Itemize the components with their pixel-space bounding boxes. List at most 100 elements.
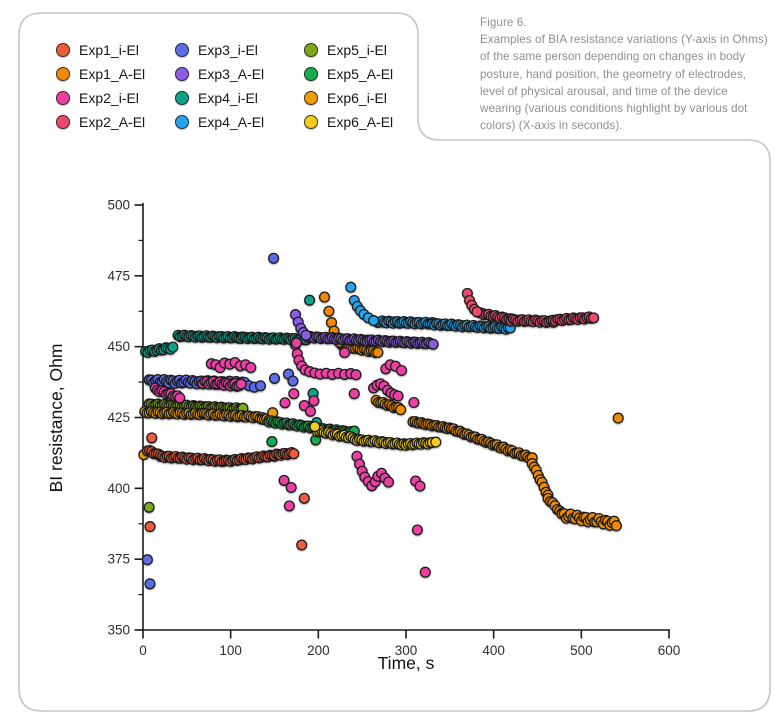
scatter-point <box>268 372 281 384</box>
legend-item-exp2_i: Exp2_i-El <box>56 90 175 106</box>
legend-swatch-exp2_a <box>56 115 70 129</box>
scatter-point <box>146 432 158 444</box>
legend-item-exp1_i: Exp1_i-El <box>56 42 175 58</box>
scatter-point <box>427 338 439 350</box>
scatter-point <box>268 252 280 264</box>
scatter-point <box>298 492 310 504</box>
legend-label: Exp5_A-El <box>327 66 394 82</box>
legend-label: Exp3_i-El <box>198 42 258 58</box>
y-tick-label: 500 <box>107 198 130 213</box>
scatter-point <box>167 341 179 353</box>
scatter-point <box>471 306 483 318</box>
scatter-point <box>288 448 300 460</box>
series-exp2_i <box>149 337 431 578</box>
legend-label: Exp4_i-El <box>198 90 258 106</box>
legend-item-exp2_a: Exp2_A-El <box>56 114 175 130</box>
scatter-point <box>235 378 247 390</box>
series-exp4_i <box>140 294 323 429</box>
scatter-point <box>141 554 153 566</box>
legend-label: Exp6_A-El <box>327 114 394 130</box>
scatter-point <box>290 337 302 349</box>
legend-item-exp1_a: Exp1_A-El <box>56 66 175 82</box>
scatter-point <box>588 312 600 324</box>
legend-item-exp5_a: Exp5_A-El <box>304 66 434 82</box>
scatter-point <box>348 388 360 400</box>
scatter-point <box>285 481 297 494</box>
scatter-point <box>287 375 299 387</box>
scatter-point <box>283 500 295 512</box>
legend-item-exp6_a: Exp6_A-El <box>304 114 434 130</box>
legend-swatch-exp1_i <box>56 43 70 57</box>
scatter-point <box>309 421 321 433</box>
scatter-point <box>308 395 320 407</box>
scatter-point <box>278 474 290 486</box>
scatter-point <box>323 305 335 317</box>
figure-caption: Figure 6. Examples of BIA resistance var… <box>480 14 772 134</box>
caption-title: Figure 6. <box>480 16 527 29</box>
scatter-point <box>612 412 624 424</box>
legend-swatch-exp4_a <box>175 115 189 129</box>
scatter-point <box>266 436 278 448</box>
scatter-point <box>144 578 156 590</box>
series-exp3_a <box>289 309 439 350</box>
scatter-point <box>143 501 155 513</box>
series-exp1_i <box>141 432 310 551</box>
chart-legend: Exp1_i-El Exp1_A-El Exp2_i-El Exp2_A-El Exp3… <box>56 38 434 134</box>
legend-swatch-exp5_a <box>304 67 318 81</box>
x-tick-label: 300 <box>395 643 418 658</box>
legend-item-exp4_a: Exp4_A-El <box>175 114 304 130</box>
scatter-point <box>382 476 395 488</box>
legend-item-exp5_i: Exp5_i-El <box>304 42 434 58</box>
legend-swatch-exp2_i <box>56 91 70 105</box>
scatter-point <box>610 520 622 532</box>
series-exp6_a <box>309 421 442 451</box>
y-tick-label: 350 <box>107 623 130 638</box>
scatter-point <box>300 329 312 341</box>
legend-swatch-exp6_a <box>304 115 318 129</box>
legend-swatch-exp4_i <box>175 91 189 105</box>
x-tick-label: 100 <box>219 643 242 658</box>
y-tick-label: 375 <box>107 552 130 567</box>
legend-swatch-exp1_a <box>56 67 70 81</box>
scatter-point <box>288 388 300 400</box>
scatter-point <box>144 521 156 533</box>
legend-label: Exp2_i-El <box>79 90 139 106</box>
scatter-point <box>304 294 316 306</box>
x-tick-label: 500 <box>570 643 593 658</box>
legend-swatch-exp6_i <box>304 91 318 105</box>
scatter-point <box>318 291 331 303</box>
x-tick-label: 200 <box>307 643 330 658</box>
y-tick-label: 475 <box>107 268 130 283</box>
scatter-point <box>245 362 257 374</box>
scatter-point <box>296 539 308 551</box>
scatter-point <box>304 405 316 417</box>
y-tick-label: 450 <box>107 339 130 354</box>
scatter-point <box>392 390 404 402</box>
legend-label: Exp5_i-El <box>327 42 387 58</box>
series-exp2_a <box>461 287 600 328</box>
scatter-point <box>350 369 362 381</box>
legend-swatch-exp3_i <box>175 43 189 57</box>
x-tick-label: 0 <box>139 643 147 658</box>
legend-label: Exp4_A-El <box>198 114 265 130</box>
x-axis-title: Time, s <box>378 653 435 673</box>
legend-item-exp3_i: Exp3_i-El <box>175 42 304 58</box>
scatter-point <box>279 397 291 409</box>
legend-item-exp3_a: Exp3_A-El <box>175 66 304 82</box>
legend-item-exp4_i: Exp4_i-El <box>175 90 304 106</box>
legend-label: Exp3_A-El <box>198 66 265 82</box>
scatter-point <box>408 396 420 409</box>
y-tick-label: 425 <box>107 410 130 425</box>
scatter-point <box>339 347 351 359</box>
scatter-point <box>414 480 426 492</box>
scatter-point <box>430 436 442 448</box>
scatter-point <box>174 392 186 404</box>
legend-label: Exp1_A-El <box>79 66 146 82</box>
x-tick-label: 400 <box>482 643 505 658</box>
scatter-point <box>395 404 407 416</box>
x-tick-label: 600 <box>658 643 681 658</box>
series-exp1_a <box>318 291 624 532</box>
scatter-point <box>396 364 408 377</box>
